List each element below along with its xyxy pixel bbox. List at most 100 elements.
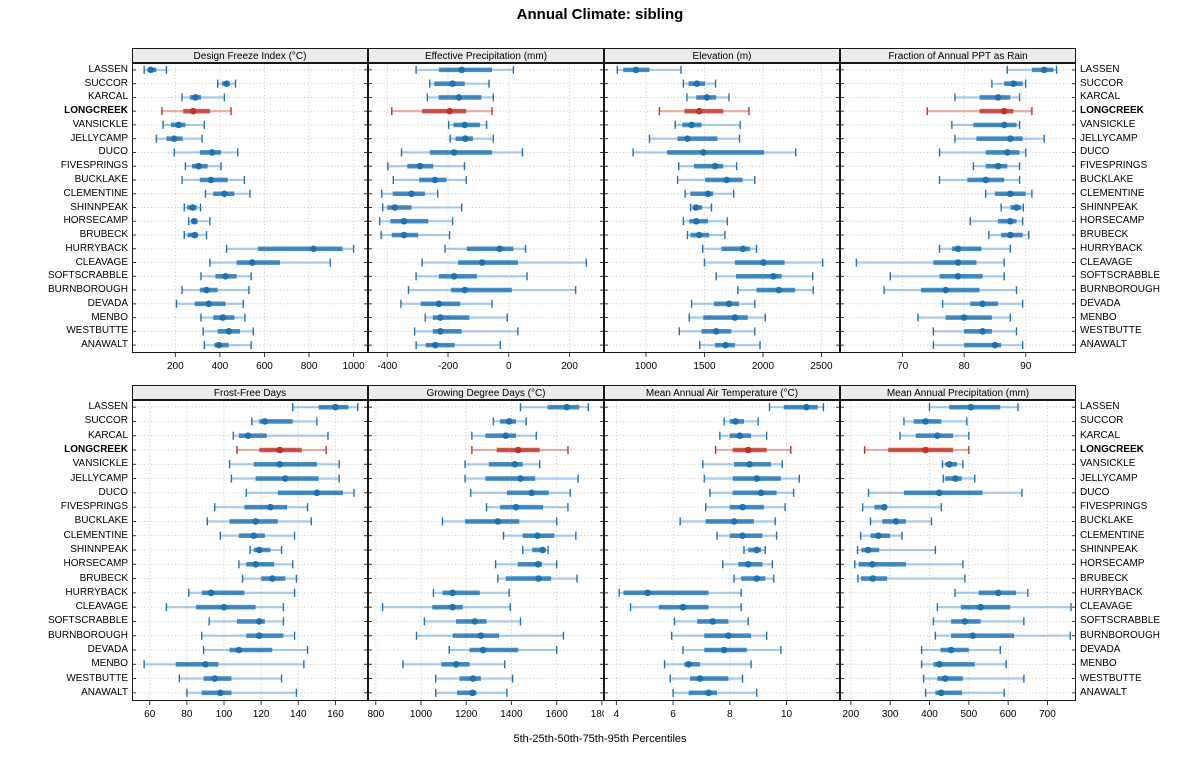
panel-frost-free-days: Frost-Free Days 60 80 100 120 140 160 <box>132 385 368 720</box>
median-dot <box>534 532 541 540</box>
median-dot <box>685 660 692 668</box>
median-dot <box>967 403 975 411</box>
site-label-left-devada: DEVADA <box>87 297 128 309</box>
median-dot <box>276 446 284 454</box>
median-dot <box>746 460 753 468</box>
median-dot <box>712 328 720 335</box>
median-dot <box>803 403 810 411</box>
series-fivesprings <box>678 162 738 171</box>
panel-strip-title: Effective Precipitation (mm) <box>425 51 547 62</box>
site-label-right-clementine: CLEMENTINE <box>1080 187 1145 199</box>
site-label-left-hurryback: HURRYBACK <box>65 242 128 254</box>
series-vansickle <box>162 120 206 129</box>
series-cleavage <box>629 603 742 612</box>
median-dot <box>1007 135 1014 142</box>
series-menbo <box>200 313 246 322</box>
median-dot <box>195 162 203 170</box>
median-dot <box>753 546 761 554</box>
axis-tick-label: -400 <box>377 361 397 372</box>
series-devada <box>682 646 782 654</box>
series-shinnpeak <box>689 203 713 212</box>
site-label-left-cleavage: CLEAVAGE <box>75 256 128 268</box>
series-anawalt <box>434 688 508 697</box>
series-succor <box>682 79 717 88</box>
median-dot <box>994 162 1002 170</box>
median-dot <box>1013 204 1020 211</box>
median-dot <box>400 217 408 225</box>
site-label-right-menbo: MENBO <box>1080 311 1117 323</box>
axis-tick-label: 0 <box>506 361 512 372</box>
axis-tick-label: 700 <box>1039 709 1056 720</box>
axis-tick-label: 160 <box>327 709 344 720</box>
median-dot <box>203 286 210 294</box>
series-clementine <box>684 189 735 198</box>
median-dot <box>207 589 215 597</box>
median-dot <box>880 503 888 511</box>
series-bucklake <box>869 517 933 526</box>
series-softscrabble <box>423 617 522 626</box>
panel-strip <box>604 385 840 400</box>
axis-tick-label: 400 <box>212 361 229 372</box>
site-label-left-brubeck: BRUBECK <box>79 572 128 584</box>
site-label-left-softscrabble: SOFTSCRABBLE <box>47 615 128 627</box>
series-succor <box>903 417 968 426</box>
series-duco <box>867 488 1023 497</box>
series-succor <box>991 79 1027 88</box>
series-shinnpeak <box>183 203 202 212</box>
median-dot <box>250 532 258 540</box>
median-dot <box>449 589 456 597</box>
median-dot <box>208 149 216 156</box>
site-label-right-anawalt: ANAWALT <box>1080 339 1127 351</box>
axis-tick-label: 2500 <box>810 361 833 372</box>
series-westbutte <box>932 327 1018 336</box>
site-label-right-karcal: KARCAL <box>1080 429 1121 441</box>
median-dot <box>458 66 465 74</box>
series-cleavage <box>381 603 512 612</box>
median-dot <box>936 489 943 497</box>
series-karcal <box>719 431 768 440</box>
site-label-right-shinnpeak: SHINNPEAK <box>1080 544 1138 555</box>
series-fivesprings <box>485 503 569 512</box>
site-label-left-bucklake: BUCKLAKE <box>74 515 128 527</box>
site-label-right-fivesprings: FIVESPRINGS <box>1080 501 1148 513</box>
median-dot <box>517 475 524 482</box>
median-dot <box>692 204 700 211</box>
median-dot <box>268 575 276 582</box>
site-label-right-westbutte: WESTBUTTE <box>1080 672 1142 684</box>
median-dot <box>736 432 744 440</box>
series-clementine <box>985 189 1033 198</box>
site-label-right-duco: DUCO <box>1080 486 1110 498</box>
median-dot <box>255 618 263 625</box>
axis-tick-label: 90 <box>1020 361 1032 372</box>
series-clementine <box>716 531 778 540</box>
median-dot <box>211 675 219 682</box>
median-dot <box>936 660 943 668</box>
series-vansickle <box>702 460 783 469</box>
median-dot <box>235 646 243 654</box>
site-label-right-devada: DEVADA <box>1080 644 1121 655</box>
site-label-left-karcal: KARCAL <box>87 429 128 441</box>
series-succor <box>492 417 527 426</box>
series-anawalt <box>415 341 501 350</box>
series-devada <box>202 646 309 654</box>
median-dot <box>922 446 929 454</box>
series-clementine <box>204 189 251 198</box>
series-devada <box>400 299 493 308</box>
median-dot <box>261 418 269 425</box>
series-vansickle <box>464 460 541 469</box>
series-hurryback <box>444 244 527 253</box>
median-dot <box>753 575 761 582</box>
site-label-right-softscrabble: SOFTSCRABBLE <box>1080 270 1161 282</box>
median-dot <box>437 328 444 335</box>
median-dot <box>705 689 712 697</box>
axis-tick-label: 800 <box>368 709 385 720</box>
series-karcal <box>471 431 538 440</box>
series-bucklake <box>181 175 246 184</box>
median-dot <box>190 217 198 225</box>
median-dot <box>496 245 503 253</box>
site-label-left-clementine: CLEMENTINE <box>63 187 128 199</box>
median-dot <box>739 245 747 253</box>
median-dot <box>223 80 230 87</box>
median-dot <box>310 245 317 253</box>
series-jellycamp <box>449 134 494 143</box>
